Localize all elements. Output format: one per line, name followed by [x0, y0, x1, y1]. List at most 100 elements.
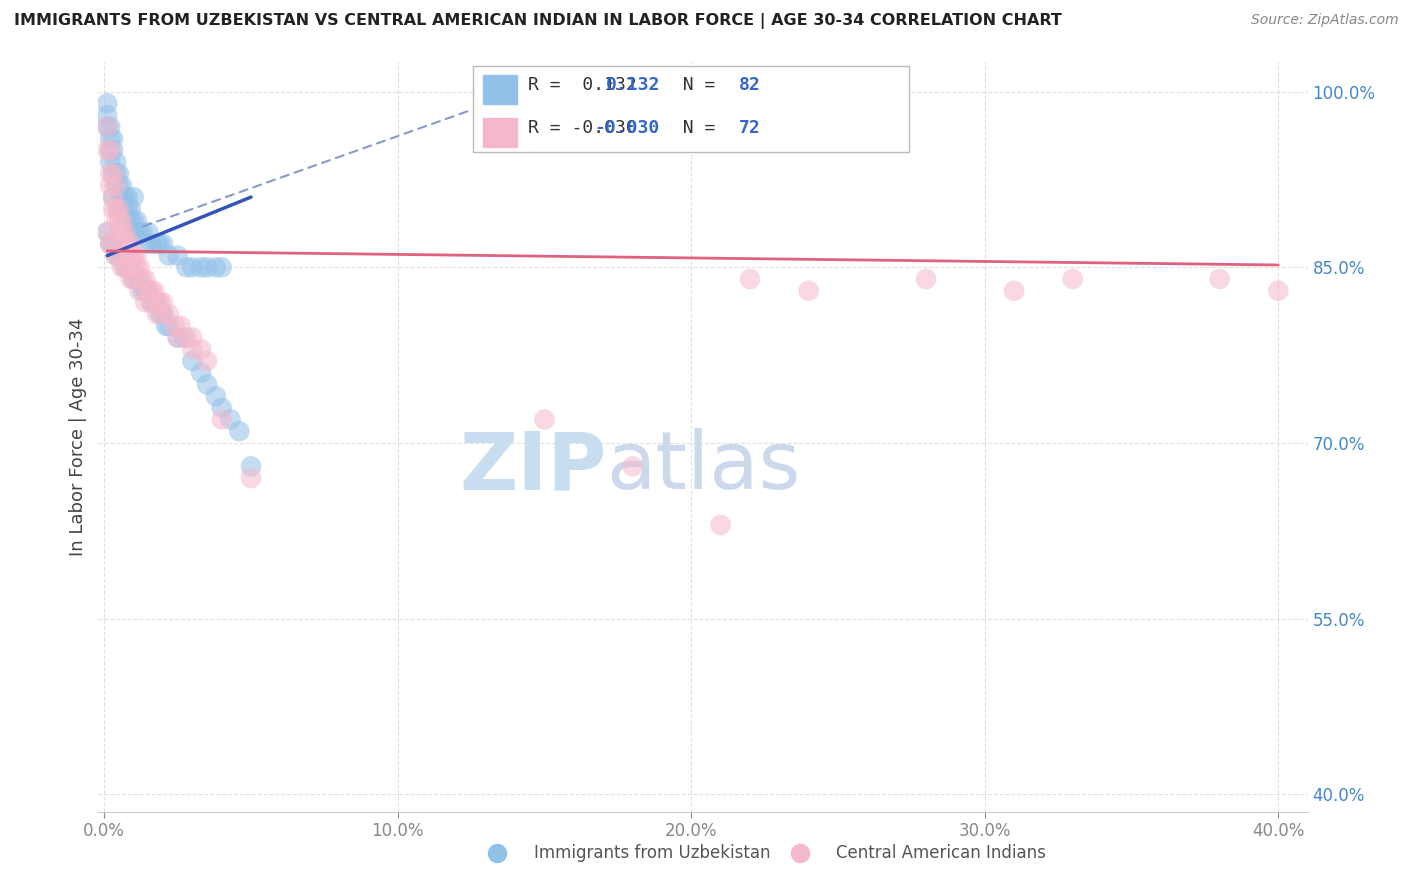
- Point: [96, 96, 118, 111]
- Point: [738, 272, 761, 286]
- Point: [98, 155, 121, 169]
- Point: [710, 517, 733, 532]
- Point: [152, 236, 174, 251]
- Point: [108, 249, 131, 263]
- Point: [621, 459, 644, 474]
- Point: [101, 143, 124, 157]
- Text: ZIP: ZIP: [458, 428, 606, 506]
- Point: [101, 190, 124, 204]
- Point: [157, 318, 180, 333]
- Point: [176, 330, 198, 344]
- Point: [163, 318, 186, 333]
- Point: [141, 295, 163, 310]
- Point: [190, 260, 212, 275]
- Point: [108, 225, 131, 239]
- Point: [96, 120, 118, 134]
- Point: [195, 354, 218, 368]
- Point: [96, 120, 118, 134]
- Point: [111, 190, 134, 204]
- Point: [114, 202, 136, 216]
- Text: N =: N =: [661, 76, 725, 94]
- Point: [1002, 284, 1025, 298]
- Point: [98, 143, 121, 157]
- Point: [120, 249, 142, 263]
- Point: [146, 307, 169, 321]
- Point: [96, 225, 118, 239]
- Text: Immigrants from Uzbekistan: Immigrants from Uzbekistan: [534, 844, 770, 862]
- Point: [98, 131, 121, 145]
- Point: [149, 307, 172, 321]
- Point: [96, 108, 118, 122]
- Point: [125, 260, 148, 275]
- Point: [141, 295, 163, 310]
- Point: [122, 190, 145, 204]
- Y-axis label: In Labor Force | Age 30-34: In Labor Force | Age 30-34: [69, 318, 87, 557]
- Point: [131, 225, 153, 239]
- Point: [101, 167, 124, 181]
- Point: [1267, 284, 1289, 298]
- Point: [98, 236, 121, 251]
- Point: [114, 260, 136, 275]
- Point: [152, 295, 174, 310]
- Point: [105, 155, 128, 169]
- Point: [141, 284, 163, 298]
- Point: [98, 167, 121, 181]
- Point: [117, 202, 139, 216]
- Point: [117, 190, 139, 204]
- Text: N =: N =: [661, 120, 725, 137]
- Point: [533, 412, 555, 426]
- Point: [108, 178, 131, 193]
- Point: [211, 401, 233, 415]
- Bar: [482, 75, 517, 103]
- Point: [120, 236, 142, 251]
- Text: R =  0.132: R = 0.132: [527, 76, 637, 94]
- Point: [157, 249, 180, 263]
- Point: [111, 202, 134, 216]
- Point: [122, 272, 145, 286]
- Point: [1062, 272, 1084, 286]
- Point: [122, 249, 145, 263]
- FancyBboxPatch shape: [474, 66, 908, 153]
- Point: [211, 260, 233, 275]
- Text: Central American Indians: Central American Indians: [837, 844, 1046, 862]
- Point: [152, 307, 174, 321]
- Point: [181, 354, 204, 368]
- Point: [108, 190, 131, 204]
- Point: [131, 272, 153, 286]
- Text: -0.030: -0.030: [595, 120, 659, 137]
- Point: [166, 249, 188, 263]
- Point: [190, 343, 212, 357]
- Point: [108, 167, 131, 181]
- Point: [152, 307, 174, 321]
- Point: [797, 284, 820, 298]
- Point: [105, 249, 128, 263]
- Point: [122, 213, 145, 227]
- Point: [149, 236, 172, 251]
- Point: [105, 249, 128, 263]
- Point: [122, 260, 145, 275]
- Point: [117, 249, 139, 263]
- Point: [105, 167, 128, 181]
- Point: [143, 284, 166, 298]
- Point: [195, 260, 218, 275]
- Point: [96, 143, 118, 157]
- Point: [181, 343, 204, 357]
- Point: [114, 190, 136, 204]
- Point: [211, 412, 233, 426]
- Point: [101, 202, 124, 216]
- Point: [157, 307, 180, 321]
- Point: [114, 236, 136, 251]
- Point: [195, 377, 218, 392]
- Point: [105, 202, 128, 216]
- Point: [136, 284, 159, 298]
- Point: [117, 260, 139, 275]
- Point: [101, 167, 124, 181]
- Point: [111, 178, 134, 193]
- Point: [101, 236, 124, 251]
- Text: 82: 82: [740, 76, 761, 94]
- Point: [105, 178, 128, 193]
- Point: [134, 295, 156, 310]
- Point: [134, 236, 156, 251]
- Point: [101, 236, 124, 251]
- Point: [166, 330, 188, 344]
